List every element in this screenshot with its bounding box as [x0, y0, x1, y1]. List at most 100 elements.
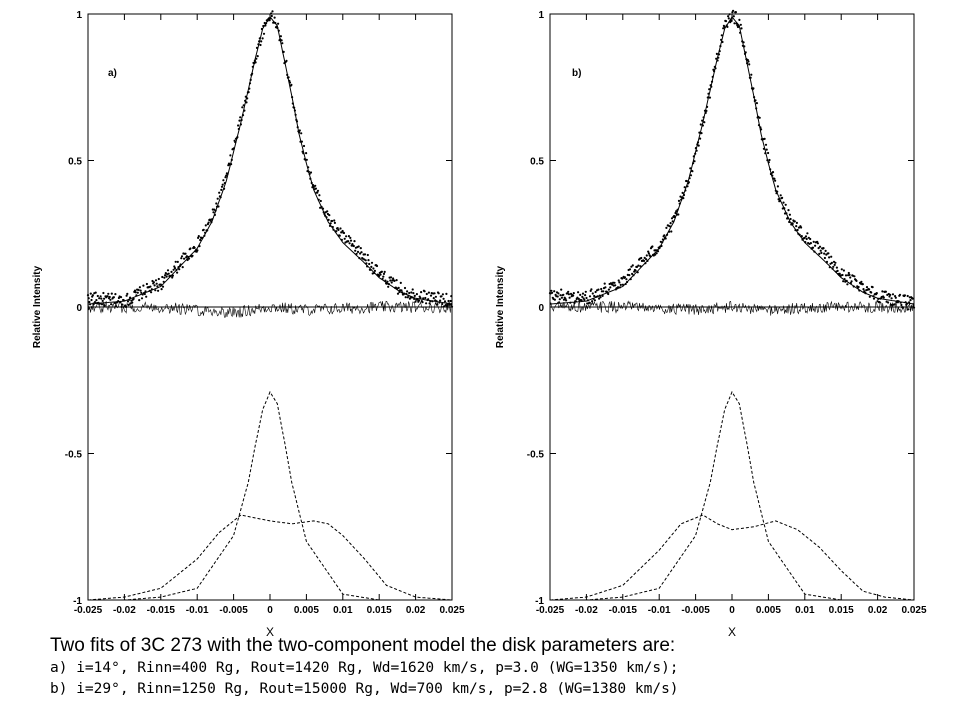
data-point — [373, 269, 376, 272]
data-point — [590, 288, 593, 291]
data-point — [767, 151, 770, 155]
data-point — [87, 297, 90, 300]
data-point — [164, 272, 167, 275]
data-point — [700, 132, 703, 135]
data-point — [397, 286, 400, 289]
y-tick-label: 0 — [76, 303, 82, 314]
data-point — [336, 227, 339, 230]
data-point — [390, 281, 393, 284]
x-tick-label: 0.005 — [756, 605, 781, 616]
data-point — [670, 217, 674, 220]
data-point — [875, 292, 878, 295]
data-point — [178, 268, 181, 271]
data-point — [107, 292, 110, 295]
data-point — [337, 228, 340, 231]
data-point — [383, 270, 386, 273]
data-point — [764, 143, 768, 146]
data-point — [788, 213, 792, 216]
data-point — [677, 199, 681, 202]
data-point — [628, 268, 632, 271]
data-point — [229, 154, 232, 157]
data-point — [703, 121, 706, 124]
data-point — [584, 290, 587, 293]
data-point — [689, 174, 693, 177]
data-point — [887, 301, 890, 304]
data-point — [90, 298, 93, 302]
data-point — [803, 236, 806, 239]
data-point — [830, 261, 834, 264]
data-point — [400, 289, 403, 292]
data-point — [349, 236, 352, 239]
data-point — [623, 276, 627, 279]
x-axis-title: X — [266, 625, 274, 639]
data-point — [842, 280, 845, 283]
data-point — [149, 285, 152, 288]
data-point — [382, 275, 385, 278]
data-point — [559, 294, 562, 297]
data-point — [691, 170, 694, 173]
data-point — [305, 152, 308, 155]
data-point — [367, 259, 370, 262]
data-point — [871, 286, 874, 289]
data-point — [637, 264, 640, 267]
data-point — [593, 299, 597, 302]
data-point — [126, 300, 130, 303]
component-curve — [549, 514, 915, 601]
data-point — [683, 186, 686, 189]
data-point — [708, 88, 711, 91]
data-point — [424, 296, 427, 300]
data-point — [110, 303, 113, 306]
data-point — [314, 184, 317, 187]
data-point — [277, 22, 280, 25]
data-point — [621, 277, 624, 280]
data-point — [136, 291, 139, 294]
data-point — [425, 302, 428, 305]
data-point — [393, 279, 396, 282]
data-point — [333, 221, 336, 224]
data-point — [635, 265, 639, 268]
data-point — [196, 249, 199, 252]
data-point — [894, 296, 897, 299]
data-point — [747, 60, 750, 63]
data-point — [425, 292, 428, 296]
data-point — [316, 191, 319, 194]
data-point — [171, 276, 174, 279]
data-point — [558, 298, 561, 301]
data-point — [580, 299, 583, 302]
data-point — [842, 269, 846, 272]
data-point — [155, 282, 158, 285]
data-point — [108, 295, 111, 299]
data-point — [154, 279, 158, 282]
data-point — [100, 303, 104, 306]
data-point — [832, 265, 835, 268]
data-point — [768, 158, 771, 162]
data-point — [730, 19, 733, 22]
data-point — [805, 237, 808, 241]
data-point — [331, 219, 334, 223]
data-point — [631, 264, 634, 267]
data-point — [827, 252, 830, 255]
data-point — [642, 259, 646, 262]
data-point — [112, 296, 115, 299]
data-point — [420, 291, 423, 294]
data-point — [583, 298, 586, 302]
data-point — [363, 253, 367, 256]
data-point — [342, 231, 346, 235]
data-point — [581, 295, 584, 298]
caption: Two fits of 3C 273 with the two-componen… — [50, 634, 950, 700]
data-point — [305, 158, 308, 161]
data-point — [176, 271, 179, 274]
data-point — [812, 240, 815, 243]
data-point — [911, 297, 914, 300]
data-point — [593, 294, 596, 298]
data-point — [811, 246, 815, 249]
x-tick-label: 0.01 — [795, 605, 815, 616]
data-point — [823, 256, 827, 260]
data-point — [781, 196, 784, 199]
data-point — [848, 273, 851, 276]
data-point — [352, 244, 355, 248]
data-point — [349, 239, 353, 242]
data-point — [302, 144, 306, 148]
data-point — [819, 249, 822, 252]
data-point — [906, 294, 909, 298]
